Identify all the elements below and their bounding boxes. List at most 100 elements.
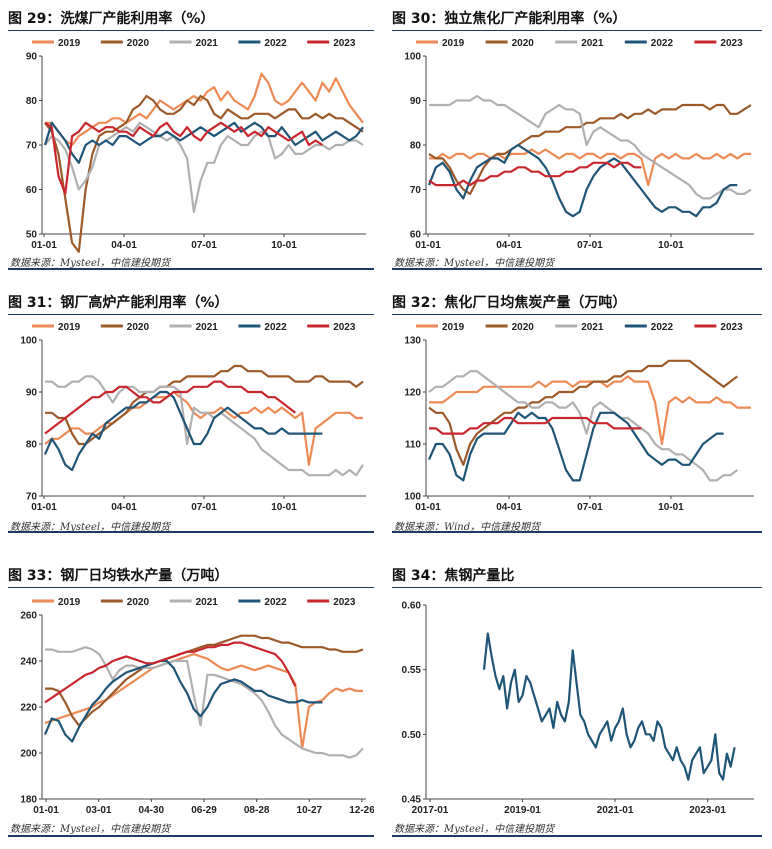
source-note: 数据来源：Mysteel，中信建投期货 — [10, 258, 171, 269]
legend-label: 2021 — [196, 597, 219, 608]
legend-label: 2019 — [442, 322, 465, 333]
x-tick-label: 2017-01 — [412, 805, 449, 816]
x-tick-label: 2021-01 — [597, 805, 634, 816]
series-line-2019 — [44, 390, 363, 466]
divider — [8, 835, 374, 837]
legend-label: 2020 — [127, 38, 150, 49]
panel-fig32: 图 32：焦化厂日均焦炭产量（万吨） 100 110 120 130 01-01 04-0… — [392, 292, 762, 533]
y-tick-label: 100 — [404, 492, 421, 503]
chart-fig29: 50 60 70 80 90 01-01 04-01 07-01 10-01 2019 2020 20… — [8, 32, 374, 254]
series-line-2023 — [44, 641, 297, 704]
y-tick-label: 130 — [404, 336, 421, 347]
y-tick-label: 50 — [26, 230, 38, 241]
panel-fig34: 图 34：焦钢产量比 0.45 0.50 0.55 0.60 2017-01 2019-0… — [392, 565, 762, 840]
y-tick-label: 90 — [26, 52, 38, 63]
x-tick-label: 04-01 — [111, 502, 137, 513]
legend-label: 2019 — [58, 322, 81, 333]
legend-label: 2023 — [720, 38, 743, 49]
line-chart-svg: 100 110 120 130 01-01 04-01 07-01 10-01 2019 2020… — [404, 322, 754, 513]
y-tick-label: 120 — [404, 388, 421, 399]
series-line-2022 — [427, 143, 738, 218]
legend-label: 2022 — [264, 38, 287, 49]
source-note: 数据来源：Mysteel，中信建投期货 — [394, 824, 555, 835]
legend-label: 2021 — [581, 322, 604, 333]
line-chart-svg: 0.45 0.50 0.55 0.60 2017-01 2019-01 2021-01 202… — [402, 601, 754, 816]
x-tick-label: 08-28 — [244, 805, 270, 816]
y-tick-label: 70 — [410, 185, 422, 196]
divider — [392, 531, 762, 533]
y-tick-label: 80 — [26, 440, 38, 451]
chart-fig34: 0.45 0.50 0.55 0.60 2017-01 2019-01 2021-01 202… — [392, 591, 762, 819]
x-tick-label: 01-01 — [31, 502, 57, 513]
y-tick-label: 70 — [26, 492, 38, 503]
panel-title: 图 32：焦化厂日均焦炭产量（万吨） — [392, 295, 627, 311]
y-tick-label: 60 — [410, 230, 422, 241]
x-tick-label: 12-26 — [349, 805, 374, 816]
series-line-2021 — [45, 375, 364, 477]
legend-label: 2019 — [58, 597, 81, 608]
y-tick-label: 200 — [20, 749, 37, 760]
chart-fig31: 70 80 90 100 01-01 04-01 07-01 10-01 2019 2020 202… — [8, 316, 374, 516]
divider — [8, 30, 374, 31]
panel-fig29: 图 29：洗煤厂产能利用率（%） 50 60 70 80 90 01-01 04-01 07-… — [8, 8, 374, 270]
legend-label: 2020 — [512, 322, 535, 333]
legend-label: 2023 — [333, 597, 356, 608]
x-tick-label: 07-01 — [191, 240, 217, 251]
divider — [8, 531, 374, 533]
y-tick-label: 240 — [20, 657, 37, 668]
x-tick-label: 10-01 — [658, 502, 684, 513]
panel-title: 图 33：钢厂日均铁水产量（万吨） — [8, 568, 229, 584]
legend-label: 2020 — [127, 597, 150, 608]
series-line-2022 — [43, 390, 323, 472]
series-line-2022 — [43, 121, 364, 164]
divider — [8, 314, 374, 315]
x-tick-label: 04-01 — [496, 240, 522, 251]
x-tick-label: 01-01 — [415, 240, 441, 251]
x-tick-label: 10-01 — [658, 240, 684, 251]
y-tick-label: 0.60 — [402, 601, 422, 612]
x-tick-label: 2023-01 — [689, 805, 726, 816]
divider — [392, 268, 762, 270]
legend-label: 2023 — [720, 322, 743, 333]
series-line-2023 — [429, 416, 642, 435]
panel-title: 图 31：钢厂高炉产能利用率（%） — [8, 295, 229, 311]
x-tick-label: 04-30 — [139, 805, 165, 816]
x-tick-label: 06-29 — [191, 805, 217, 816]
series-line-2020 — [44, 94, 364, 253]
line-chart-svg: 60 70 80 90 100 01-01 04-01 07-01 10-01 2019 2020 2… — [404, 38, 754, 251]
y-tick-label: 80 — [410, 141, 422, 152]
legend-label: 2021 — [581, 38, 604, 49]
y-tick-label: 180 — [20, 795, 37, 806]
legend-label: 2023 — [333, 322, 356, 333]
series-line-2021 — [45, 646, 364, 759]
source-note: 数据来源：Mysteel，中信建投期货 — [10, 522, 171, 533]
y-tick-label: 90 — [410, 96, 422, 107]
series-line-2020 — [45, 364, 364, 446]
divider — [392, 587, 762, 588]
divider — [8, 587, 374, 588]
y-tick-label: 100 — [20, 336, 37, 347]
x-tick-label: 04-01 — [111, 240, 137, 251]
y-tick-label: 110 — [405, 440, 422, 451]
series-line-2023 — [428, 161, 642, 187]
y-tick-label: 0.55 — [402, 665, 422, 676]
source-note: 数据来源：Mysteel，中信建投期货 — [10, 824, 171, 835]
y-tick-label: 100 — [404, 52, 421, 63]
chart-fig30: 60 70 80 90 100 01-01 04-01 07-01 10-01 2019 2020 2… — [392, 32, 762, 254]
series-line-2019 — [429, 148, 751, 187]
x-tick-label: 03-01 — [86, 805, 112, 816]
series-line-2021 — [429, 94, 752, 200]
chart-fig33: 180 200 220 240 260 01-01 03-01 04-30 06-29 08-28… — [8, 591, 374, 819]
series-line-2020 — [428, 359, 738, 466]
series-line-ratio — [482, 632, 736, 781]
line-chart-svg: 50 60 70 80 90 01-01 04-01 07-01 10-01 2019 2020 20… — [26, 38, 366, 253]
legend-label: 2021 — [196, 322, 219, 333]
legend-label: 2020 — [512, 38, 535, 49]
y-tick-label: 70 — [26, 141, 38, 152]
legend-label: 2019 — [442, 38, 465, 49]
series-line-2020 — [45, 634, 364, 727]
panel-title: 图 29：洗煤厂产能利用率（%） — [8, 11, 215, 27]
divider — [392, 835, 762, 837]
series-line-2020 — [428, 103, 752, 195]
x-tick-label: 10-27 — [297, 805, 323, 816]
